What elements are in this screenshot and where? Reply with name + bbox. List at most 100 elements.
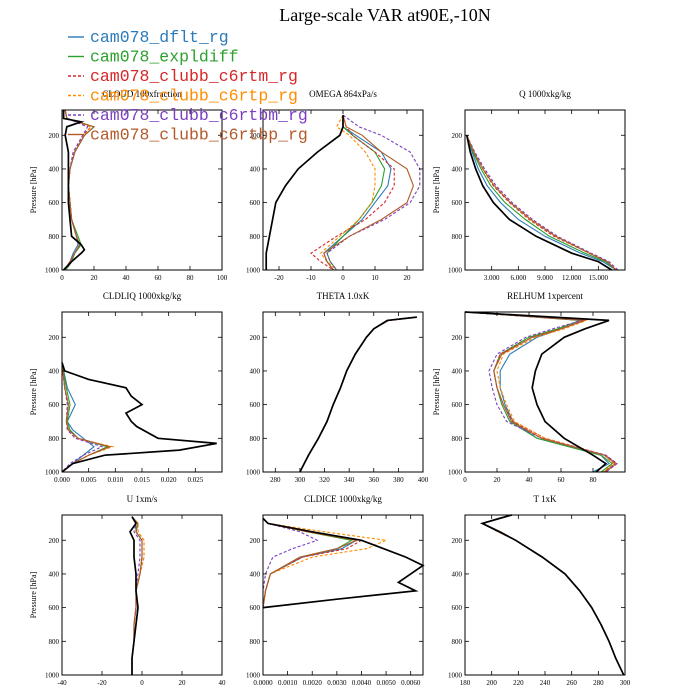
panel-title: T 1xK	[533, 494, 557, 504]
panel-title: Q 1000xkg/kg	[519, 89, 571, 99]
series-line-6	[299, 316, 417, 473]
x-tick-label: 240	[540, 679, 551, 687]
panel-title: OMEGA 864xPa/s	[309, 89, 377, 99]
x-tick-label: 360	[369, 476, 380, 484]
y-tick-label: 400	[452, 570, 463, 578]
series-line-1	[61, 362, 95, 473]
x-tick-label: 0.0060	[401, 679, 421, 687]
series-line-1	[299, 316, 417, 473]
x-tick-label: 0.0010	[278, 679, 298, 687]
x-tick-label: 20	[404, 274, 412, 282]
x-tick-label: 180	[460, 679, 471, 687]
y-tick-label: 1000	[246, 672, 261, 680]
y-axis-label: Pressure [hPa]	[29, 166, 38, 213]
obs-line	[299, 316, 417, 473]
y-tick-label: 600	[250, 199, 261, 207]
y-tick-label: 600	[49, 604, 60, 612]
plot-frame	[61, 311, 223, 473]
figure-title: Large-scale VAR at90E,-10N	[279, 5, 490, 25]
x-tick-label: 0.000	[54, 476, 70, 484]
obs-line	[464, 311, 610, 473]
obs-line	[465, 135, 613, 271]
series-line-3	[262, 522, 364, 608]
y-tick-label: 200	[250, 132, 261, 140]
series-line-1	[466, 135, 617, 271]
x-tick-label: 0.005	[81, 476, 97, 484]
y-tick-label: 600	[49, 199, 60, 207]
legend-label-4: cam078_clubb_c6rtp_rg	[90, 87, 298, 106]
series-line-6	[480, 514, 625, 676]
y-tick-label: 200	[452, 334, 463, 342]
series-line-4	[480, 514, 625, 676]
series-line-3	[480, 514, 625, 676]
x-tick-label: 12.000	[562, 274, 582, 282]
plot-frame	[464, 311, 626, 473]
y-axis-label: Pressure [hPa]	[29, 571, 38, 618]
x-tick-label: 0	[60, 274, 64, 282]
x-tick-label: 40	[123, 274, 131, 282]
panel-2: 200 400 600 800 1000 -20 -10 0 10 20 OMEGA 864xPa/…	[246, 89, 424, 282]
series-line-4	[464, 311, 615, 473]
x-tick-label: 280	[593, 679, 604, 687]
y-tick-label: 1000	[448, 469, 463, 477]
obs-line	[129, 516, 139, 675]
y-tick-label: 1000	[448, 267, 463, 275]
x-tick-label: 260	[566, 679, 577, 687]
panel-3: 200 400 600 800 1000 3.000 6.000 9.000 12.000 15.…	[432, 89, 626, 282]
series-line-2	[466, 135, 617, 271]
y-tick-label: 400	[250, 570, 261, 578]
x-tick-label: 0.0050	[376, 679, 396, 687]
panel-title: U 1xm/s	[127, 494, 158, 504]
y-tick-label: 800	[452, 638, 463, 646]
y-tick-label: 400	[250, 165, 261, 173]
series-line-1	[262, 522, 359, 608]
y-tick-label: 400	[452, 165, 463, 173]
y-axis-label: Pressure [hPa]	[432, 166, 441, 213]
x-tick-label: 0	[140, 679, 144, 687]
obs-line	[262, 517, 425, 609]
series-line-5	[466, 135, 619, 271]
y-tick-label: 200	[49, 132, 60, 140]
y-tick-label: 400	[49, 165, 60, 173]
obs-line	[479, 514, 625, 676]
y-tick-label: 800	[452, 233, 463, 241]
x-tick-label: -40	[57, 679, 67, 687]
y-tick-label: 800	[250, 435, 261, 443]
x-tick-label: 9.000	[537, 274, 553, 282]
legend-label-3: cam078_clubb_c6rtm_rg	[90, 67, 298, 86]
x-tick-label: 200	[486, 679, 497, 687]
y-tick-label: 800	[250, 638, 261, 646]
y-axis-label: Pressure [hPa]	[29, 368, 38, 415]
y-tick-label: 800	[250, 233, 261, 241]
x-tick-label: 320	[319, 476, 330, 484]
y-tick-label: 400	[49, 570, 60, 578]
x-tick-label: 340	[344, 476, 355, 484]
y-tick-label: 400	[49, 367, 60, 375]
x-tick-label: 0.0000	[253, 679, 273, 687]
x-tick-label: 80	[187, 274, 195, 282]
panel-title: RELHUM 1xpercent	[507, 291, 583, 301]
plot-frame	[61, 514, 223, 676]
series-line-4	[299, 316, 417, 473]
x-tick-label: 6.000	[510, 274, 526, 282]
y-tick-label: 200	[250, 537, 261, 545]
legend-label-5: cam078_clubb_c6rtbm_rg	[90, 106, 308, 125]
y-tick-label: 600	[49, 401, 60, 409]
x-tick-label: 0	[341, 274, 345, 282]
series-line-5	[299, 316, 417, 473]
y-axis-label: Pressure [hPa]	[432, 368, 441, 415]
panel-7: 200 400 600 800 1000-40 -20 0 20 40 U 1xm/s Pressu…	[29, 494, 226, 687]
series-line-1	[480, 514, 625, 676]
plot-frame	[464, 109, 626, 271]
x-tick-label: 0	[463, 476, 467, 484]
x-tick-label: 20	[494, 476, 502, 484]
series-line-4	[466, 135, 617, 271]
y-tick-label: 400	[250, 367, 261, 375]
legend-label-6: cam078_clubb_c6rtbp_rg	[90, 126, 308, 145]
y-tick-label: 1000	[448, 672, 463, 680]
series-line-3	[466, 135, 617, 271]
y-tick-label: 600	[452, 199, 463, 207]
